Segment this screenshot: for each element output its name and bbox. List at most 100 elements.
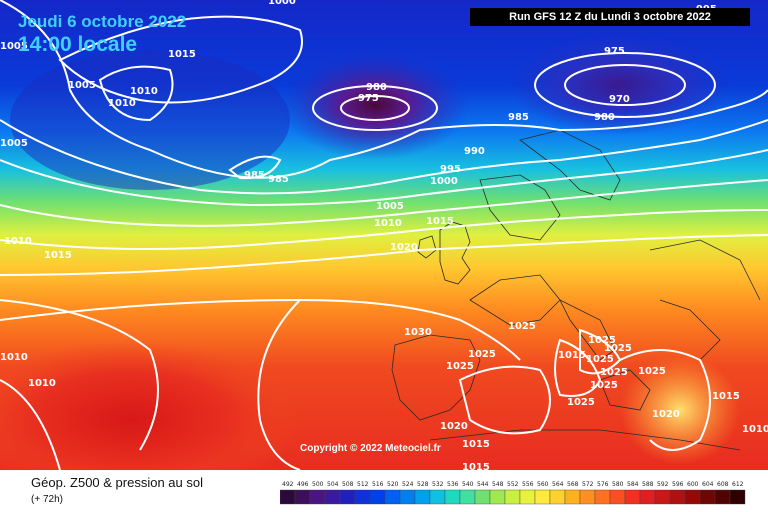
- scale-swatch: [489, 489, 506, 505]
- isobar-label: 1015: [462, 439, 490, 450]
- scale-tick-label: 560: [537, 481, 549, 488]
- isobar-label: 1025: [468, 349, 496, 360]
- scale-swatch: [519, 489, 536, 505]
- isobar-label: 1010: [374, 218, 402, 229]
- map-footer: Géop. Z500 & pression au sol (+ 72h) 492…: [0, 470, 768, 512]
- scale-swatch: [429, 489, 446, 505]
- isobar-label: 1010: [0, 352, 28, 363]
- north-atlantic-low-core: [280, 50, 470, 160]
- isobar-label: 1025: [586, 354, 614, 365]
- scale-swatch: [324, 489, 341, 505]
- isobar-label: 995: [440, 164, 461, 175]
- scale-swatch: [339, 489, 356, 505]
- isobar-label: 1010: [130, 86, 158, 97]
- scale-tick-label: 520: [387, 481, 399, 488]
- scale-tick-label: 540: [462, 481, 474, 488]
- isobar-label: 1025: [508, 321, 536, 332]
- isobar-label: 1025: [446, 361, 474, 372]
- scale-swatch: [564, 489, 581, 505]
- scale-swatch: [549, 489, 566, 505]
- local-time: 14:00 locale: [18, 33, 138, 56]
- isobar-label: 1025: [588, 335, 616, 346]
- scale-swatch: [280, 489, 296, 505]
- isobar-label: 1005: [68, 80, 96, 91]
- scale-tick-label: 516: [372, 481, 384, 488]
- isobar-label: 985: [244, 170, 265, 181]
- coastlines: [391, 129, 761, 451]
- scale-swatch: [699, 489, 716, 505]
- scale-swatch: [594, 489, 611, 505]
- scale-swatch: [309, 489, 326, 505]
- scale-swatch: [579, 489, 596, 505]
- scale-tick-label: 524: [402, 481, 414, 488]
- scale-swatch: [444, 489, 461, 505]
- scale-tick-label: 496: [297, 481, 309, 488]
- scale-tick-label: 492: [282, 481, 294, 488]
- isobar-label: 1015: [168, 49, 196, 60]
- scale-swatch: [504, 489, 521, 505]
- isobar-label: 1020: [652, 409, 680, 420]
- scale-swatch: [384, 489, 401, 505]
- isobar-label: 1030: [404, 327, 432, 338]
- isobar-label: 990: [464, 146, 485, 157]
- scale-tick-label: 544: [477, 481, 489, 488]
- isobar-label: 980: [366, 82, 387, 93]
- weather-map: 1005 1015 1000 1010 1005 1010 1005 980 9…: [0, 0, 768, 470]
- isobar-label: 1015: [426, 216, 454, 227]
- scale-swatch: [294, 489, 311, 505]
- isobars: [0, 0, 768, 470]
- scale-tick-label: 548: [492, 481, 504, 488]
- isobar-label: 1010: [28, 378, 56, 389]
- isobar-label: 975: [604, 46, 625, 57]
- scale-tick-label: 604: [702, 481, 714, 488]
- forecast-hour: (+ 72h): [31, 494, 63, 505]
- eastern-mediterranean-warm-area: [620, 355, 740, 465]
- scale-swatch: [534, 489, 551, 505]
- scale-tick-label: 504: [327, 481, 339, 488]
- scale-tick-label: 576: [597, 481, 609, 488]
- scale-swatch: [639, 489, 656, 505]
- isobar-label: 1015: [44, 250, 72, 261]
- scale-swatch: [459, 489, 476, 505]
- isobar-label: 1010: [4, 236, 32, 247]
- scale-tick-label: 600: [687, 481, 699, 488]
- isobar-label: 1010: [742, 424, 768, 435]
- run-info: Run GFS 12 Z du Lundi 3 octobre 2022: [470, 8, 750, 26]
- scale-tick-label: 568: [567, 481, 579, 488]
- isobar-label: 1005: [376, 201, 404, 212]
- isobar-label: 1015: [712, 391, 740, 402]
- scale-tick-label: 592: [657, 481, 669, 488]
- isobar-label: 975: [358, 93, 379, 104]
- scale-tick-label: 596: [672, 481, 684, 488]
- isobar-label: 980: [594, 112, 615, 123]
- scale-tick-label: 500: [312, 481, 324, 488]
- isobar-label: 1025: [638, 366, 666, 377]
- scale-swatch: [684, 489, 701, 505]
- azores-warm-core: [0, 340, 300, 470]
- color-scale: 492 496 500 504 508 512 516 520 524 528 532 536 540 5…: [280, 481, 746, 505]
- scale-swatch: [369, 489, 386, 505]
- product-title: Géop. Z500 & pression au sol: [31, 475, 203, 490]
- scale-swatch: [729, 489, 746, 505]
- isobar-label: 1015: [558, 350, 586, 361]
- scale-tick-label: 584: [627, 481, 639, 488]
- isobar-label: 1025: [600, 367, 628, 378]
- scale-swatch: [354, 489, 371, 505]
- scale-swatch: [624, 489, 641, 505]
- isobar-label: 1015: [462, 462, 490, 470]
- scale-swatch: [414, 489, 431, 505]
- isobar-label: 1020: [390, 242, 418, 253]
- scale-swatch: [474, 489, 491, 505]
- isobar-label: 1005: [0, 41, 28, 52]
- isobar-label: 1025: [590, 380, 618, 391]
- scale-swatch: [609, 489, 626, 505]
- isobar-label: 1025: [567, 397, 595, 408]
- isobar-labels: 1005 1015 1000 1010 1005 1010 1005 980 9…: [0, 0, 768, 470]
- scale-tick-label: 580: [612, 481, 624, 488]
- scale-tick-label: 528: [417, 481, 429, 488]
- isobar-label: 1010: [108, 98, 136, 109]
- scale-swatch: [654, 489, 671, 505]
- scale-tick-label: 536: [447, 481, 459, 488]
- scale-swatch: [714, 489, 731, 505]
- scale-tick-label: 588: [642, 481, 654, 488]
